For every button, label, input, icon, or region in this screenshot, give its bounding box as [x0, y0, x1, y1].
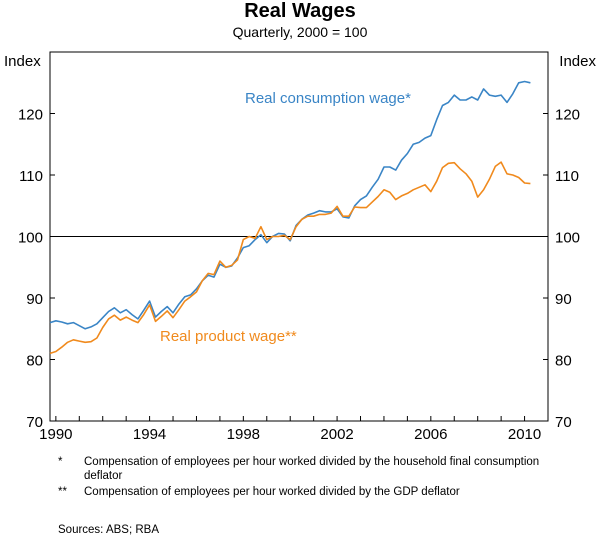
series-label-2: Real product wage**	[160, 328, 297, 345]
y-tick-label-right: 100	[555, 230, 580, 247]
series-label-1: Real consumption wage*	[245, 90, 411, 107]
footnote-1: * Compensation of employees per hour wor…	[58, 455, 578, 483]
y-axis-label-left: Index	[4, 53, 41, 70]
y-tick-label-left: 110	[19, 168, 43, 185]
chart-canvas: 70 70 80 80 90 90 100 100 110 110 120 120 Index Index…	[4, 51, 596, 443]
footnotes: * Compensation of employees per hour wor…	[58, 455, 578, 501]
chart-subtitle: Quarterly, 2000 = 100	[232, 24, 368, 40]
y-tick-label-right: 90	[555, 291, 572, 308]
y-tick-label-left: 80	[26, 353, 43, 370]
x-tick-label: 1994	[133, 426, 166, 443]
y-tick-label-left: 120	[18, 107, 43, 124]
footnote-2: ** Compensation of employees per hour wo…	[58, 485, 578, 499]
y-tick-label-right: 110	[555, 168, 579, 185]
series-line-1	[49, 80, 531, 330]
y-tick-label-right: 120	[555, 107, 580, 124]
x-tick-label: 2010	[508, 426, 541, 443]
x-tick-label: 2006	[414, 426, 447, 443]
y-tick-label-left: 90	[26, 291, 43, 308]
y-tick-label-left: 100	[18, 230, 43, 247]
footnote-2-mark: **	[58, 486, 67, 498]
y-tick-label-left: 70	[26, 414, 43, 431]
x-tick-label: 1998	[227, 426, 260, 443]
sources: Sources: ABS; RBA	[58, 524, 159, 536]
series-line-2	[49, 161, 531, 355]
chart-title: Real Wages	[244, 0, 356, 22]
footnote-2-text: Compensation of employees per hour worke…	[84, 486, 460, 498]
y-axis-label-right: Index	[559, 53, 596, 70]
footnote-1-text: Compensation of employees per hour worke…	[84, 456, 540, 482]
x-tick-label: 1990	[39, 426, 72, 443]
y-tick-label-right: 70	[555, 414, 572, 431]
y-tick-label-right: 80	[555, 353, 572, 370]
footnote-1-mark: *	[58, 456, 63, 468]
x-tick-label: 2002	[320, 426, 353, 443]
